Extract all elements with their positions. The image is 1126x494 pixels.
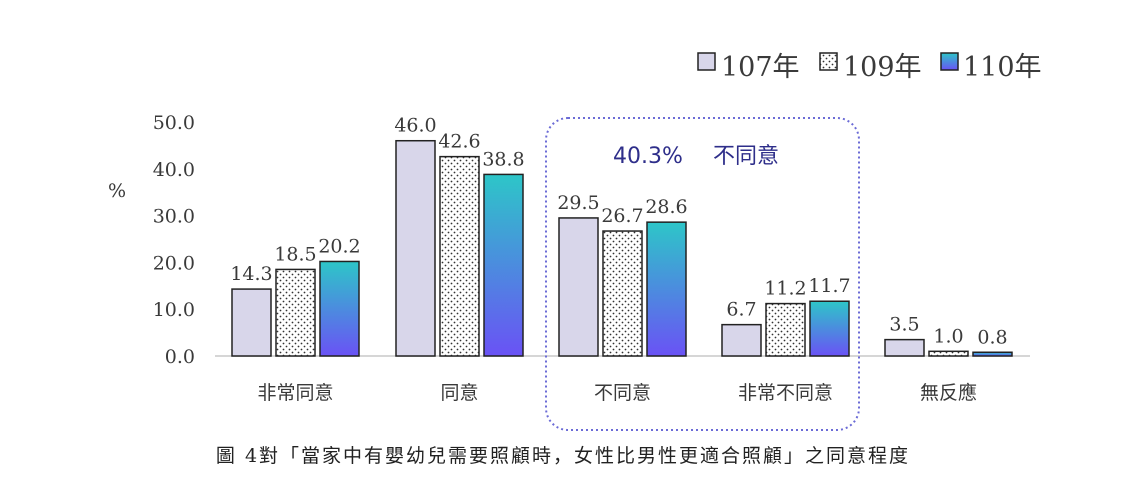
data-label-110-3: 11.7 <box>808 275 850 297</box>
bar-107-3 <box>721 323 762 357</box>
disagree-annotation-text: 不同意 <box>713 144 779 169</box>
y-tick-label: 40.0 <box>153 159 195 181</box>
data-label-109-2: 26.7 <box>601 205 643 227</box>
bar-110-1 <box>483 173 524 357</box>
y-axis-unit: % <box>108 180 126 202</box>
category-label-2: 不同意 <box>594 382 651 404</box>
bar-110-4 <box>972 351 1013 357</box>
y-tick-label: 0.0 <box>165 346 195 368</box>
data-label-107-0: 14.3 <box>230 263 272 285</box>
y-tick-label: 50.0 <box>153 112 195 134</box>
y-tick-label: 10.0 <box>153 299 195 321</box>
bar-109-0 <box>275 268 316 357</box>
legend-swatch-109 <box>819 52 838 71</box>
legend-label-110: 110年 <box>963 52 1042 83</box>
legend-swatch-110 <box>940 52 959 71</box>
category-label-3: 非常不同意 <box>738 382 833 404</box>
legend-label-109: 109年 <box>843 52 922 83</box>
bar-107-1 <box>395 139 436 357</box>
bar-109-4 <box>928 350 969 357</box>
data-label-110-4: 0.8 <box>977 326 1007 348</box>
bar-110-2 <box>646 221 687 357</box>
figure-caption: 圖 4對「當家中有嬰幼兒需要照顧時，女性比男性更適合照顧」之同意程度 <box>215 445 911 467</box>
data-label-110-0: 20.2 <box>318 235 360 257</box>
data-label-110-1: 38.8 <box>482 148 524 170</box>
bar-109-2 <box>602 230 643 357</box>
data-label-107-2: 29.5 <box>557 192 599 214</box>
bar-107-2 <box>558 217 599 357</box>
bars-group: 14.318.5 20.2 46.042.638.8 29.526.7 28.6 6.7 1… <box>230 115 1013 357</box>
data-label-110-2: 28.6 <box>645 196 687 218</box>
category-label-4: 無反應 <box>920 381 977 404</box>
bar-109-1 <box>439 155 480 357</box>
legend-label-107: 107年 <box>721 52 800 83</box>
data-label-109-1: 42.6 <box>438 131 480 153</box>
bar-110-3 <box>809 300 850 357</box>
data-label-109-4: 1.0 <box>933 325 963 347</box>
data-label-109-3: 11.2 <box>764 278 806 300</box>
y-axis: 0.0 10.0 20.0 30.0 40.0 50.0 <box>153 112 195 368</box>
legend-swatch-107 <box>697 52 716 71</box>
category-label-0: 非常同意 <box>257 382 333 404</box>
disagree-annotation-value: 40.3% <box>613 144 683 169</box>
y-tick-label: 30.0 <box>153 206 195 228</box>
bar-110-0 <box>319 260 360 357</box>
data-label-107-3: 6.7 <box>726 299 756 321</box>
data-label-109-0: 18.5 <box>274 243 316 265</box>
bar-107-4 <box>884 338 925 357</box>
data-label-107-1: 46.0 <box>394 115 436 137</box>
category-label-1: 同意 <box>440 382 478 404</box>
bar-107-0 <box>231 288 272 357</box>
category-labels: 非常同意 同意 不同意 非常不同意 無反應 <box>257 381 977 404</box>
disagree-highlight-box <box>545 117 860 431</box>
legend: 107年 109年 110年 <box>697 52 1042 83</box>
data-label-107-4: 3.5 <box>889 314 919 336</box>
y-tick-label: 20.0 <box>153 252 195 274</box>
bar-109-3 <box>765 302 806 357</box>
